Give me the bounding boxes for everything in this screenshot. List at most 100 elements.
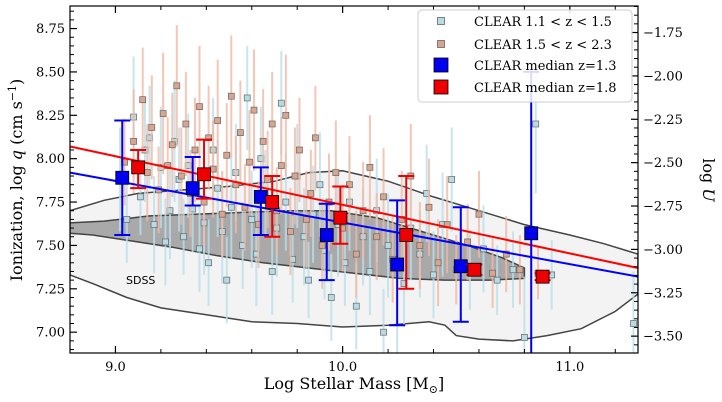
high-z-point-37: [302, 216, 310, 223]
high-z-point-35: [291, 172, 299, 180]
clear-galaxy-scatter: [116, 25, 637, 353]
high-z-point-47: [366, 164, 374, 171]
y2-axis-title: log U: [699, 158, 718, 202]
legend-marker-low-z: [437, 17, 445, 25]
x-tick-label-1: 10.0: [328, 360, 357, 375]
high-z-point-14: [196, 103, 203, 110]
low-z-point-56: [430, 271, 437, 279]
low-z-point-26: [248, 216, 256, 223]
y2-tick-label-1: −3.25: [643, 286, 683, 301]
low-z-point-37: [305, 276, 312, 284]
high-z-point-45: [352, 250, 360, 258]
high-z-point-16: [205, 134, 212, 142]
low-z-point-15: [196, 245, 203, 253]
low-z-point-25: [243, 94, 251, 102]
median-z1p8-marker-0: [131, 160, 146, 175]
y-tick-label-7: 8.75: [36, 22, 65, 37]
median-z1p8-marker-2: [265, 195, 280, 209]
high-z-point-7: [164, 162, 172, 169]
high-z-point-9: [173, 82, 181, 90]
high-z-point-21: [227, 92, 235, 100]
low-z-point-49: [380, 328, 387, 336]
x-tick-label-0: 9.0: [105, 360, 126, 375]
low-z-point-64: [521, 334, 528, 341]
high-z-point-51: [398, 216, 406, 223]
high-z-point-48: [373, 233, 381, 241]
high-z-point-8: [168, 141, 176, 149]
y2-tick-label-3: −2.75: [643, 200, 683, 215]
y-tick-label-3: 7.75: [36, 196, 65, 211]
high-z-point-25: [246, 158, 253, 166]
high-z-point-13: [191, 146, 199, 154]
low-z-point-21: [223, 276, 231, 284]
x-tick-label-2: 11.0: [555, 360, 584, 375]
high-z-point-53: [416, 242, 424, 249]
low-z-point-12: [180, 233, 187, 241]
low-z-point-50: [384, 242, 392, 249]
y2-tick-label-4: −2.50: [643, 156, 683, 171]
legend-label-median-high: CLEAR median z=1.8: [474, 81, 617, 96]
low-z-point-8: [162, 238, 169, 246]
y-tick-label-5: 8.25: [36, 109, 65, 124]
median-z1p3-marker-4: [390, 257, 405, 272]
low-z-point-39: [316, 181, 324, 189]
high-z-point-20: [223, 151, 231, 159]
median-z1p8-marker-1: [197, 167, 211, 182]
low-z-point-33: [282, 198, 290, 206]
low-z-point-17: [205, 259, 212, 267]
median-z1p3-marker-6: [524, 226, 539, 241]
median-z1p8-marker-5: [467, 262, 482, 277]
low-z-point-41: [327, 294, 335, 301]
median-z1p3-marker-5: [453, 259, 468, 274]
low-z-point-58: [448, 176, 456, 183]
high-z-point-4: [148, 124, 156, 131]
legend-label-high-z: CLEAR 1.5 < z < 2.3: [474, 38, 612, 53]
high-z-point-44: [346, 181, 353, 189]
high-z-point-39: [312, 134, 319, 142]
median-z1p8-marker-3: [333, 210, 348, 225]
low-z-point-19: [214, 184, 222, 192]
high-z-point-38: [307, 190, 315, 197]
median-points: [114, 70, 551, 353]
high-z-point-60: [489, 269, 496, 277]
high-z-point-15: [200, 198, 208, 206]
median-z1p3-marker-3: [319, 228, 334, 242]
sdss-annotation: SDSS: [126, 274, 155, 287]
x-axis-title: Log Stellar Mass [M⊙]: [264, 374, 444, 396]
high-z-point-3: [143, 169, 151, 176]
high-z-point-62: [516, 266, 524, 274]
high-z-point-10: [177, 172, 185, 180]
median-z1p8-marker-4: [399, 228, 414, 242]
y-axis-title: Ionization, log q (cm s−1): [6, 79, 26, 282]
high-z-point-11: [182, 120, 190, 128]
high-z-point-61: [502, 250, 510, 258]
high-z-point-17: [209, 165, 217, 173]
median-z1p3-marker-0: [115, 170, 130, 185]
low-z-point-63: [509, 266, 517, 274]
low-z-point-30: [268, 268, 276, 275]
median-z1p3-marker-1: [185, 181, 200, 196]
high-z-point-23: [237, 129, 244, 137]
legend-marker-median-low: [433, 57, 449, 73]
low-z-point-6: [150, 221, 158, 228]
axis-ticks: 9.0 10.0 11.0 7.00 7.25 7.50 7.75 8.00 8.25 8.50 8…: [36, 5, 683, 375]
fit-lines: [70, 145, 638, 278]
high-z-point-34: [287, 228, 294, 235]
y2-tick-label-5: −2.25: [643, 113, 683, 128]
high-z-point-33: [282, 111, 290, 119]
high-z-point-32: [277, 162, 285, 169]
y-tick-label-0: 7.00: [36, 326, 65, 341]
high-z-point-54: [425, 203, 433, 211]
legend-box: [417, 9, 633, 103]
high-z-point-36: [296, 146, 303, 154]
legend-label-median-low: CLEAR median z=1.3: [474, 59, 617, 74]
low-z-point-65: [532, 120, 540, 128]
y-tick-label-4: 8.00: [36, 152, 65, 167]
fit-line-z1p3: [70, 171, 638, 278]
legend: CLEAR 1.1 < z < 1.5 CLEAR 1.5 < z < 2.3 …: [417, 9, 633, 103]
low-z-point-22: [227, 203, 235, 211]
low-z-point-3: [137, 193, 144, 201]
fit-line-z1p8: [70, 145, 638, 269]
legend-label-low-z: CLEAR 1.1 < z < 1.5: [474, 15, 612, 30]
low-z-point-62: [493, 276, 501, 284]
